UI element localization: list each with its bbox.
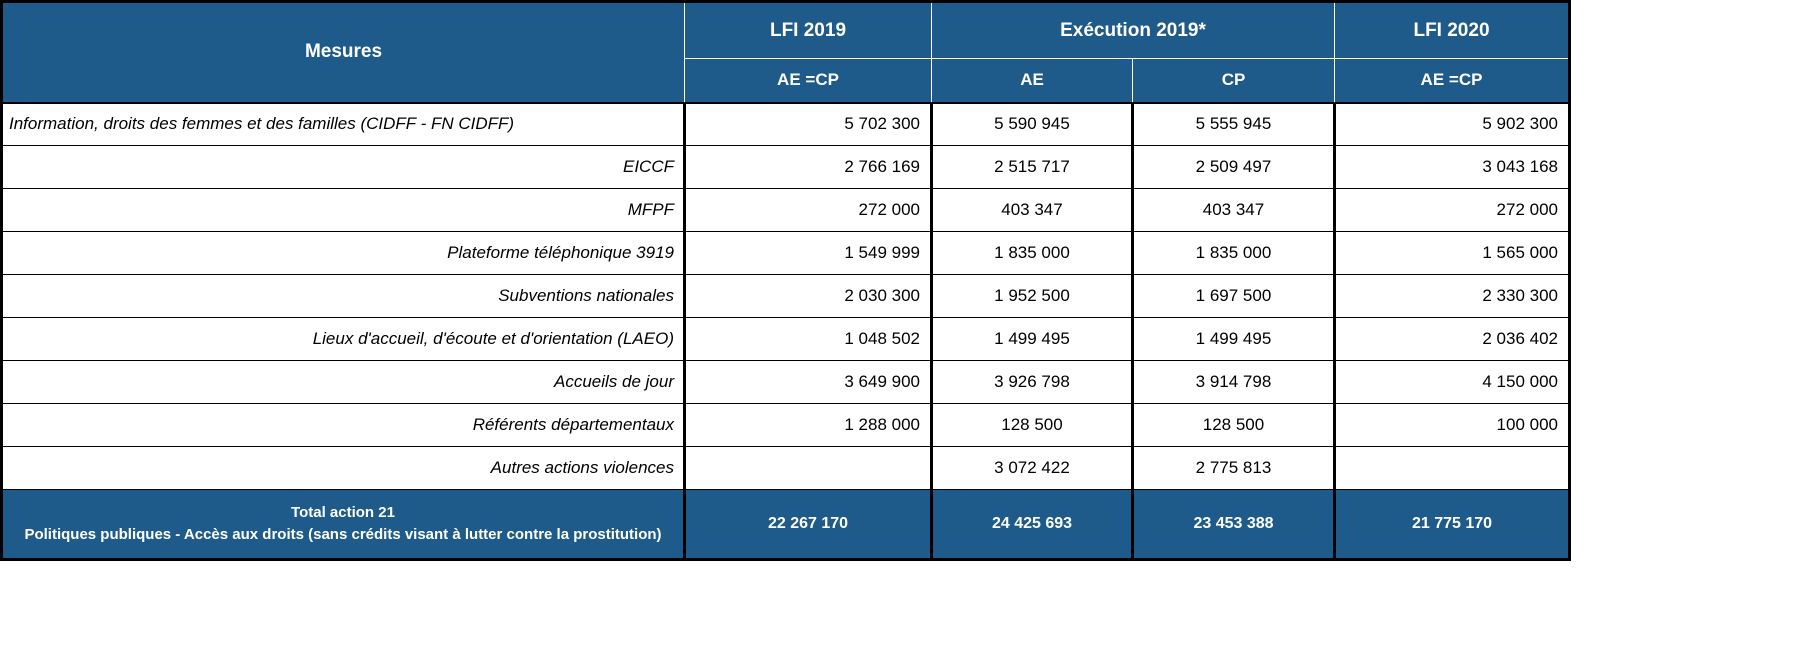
lfi-2020-value: 2 330 300 (1333, 274, 1570, 318)
execution-ae-value: 128 500 (930, 403, 1133, 447)
header-execution-2019: Exécution 2019* (931, 1, 1335, 59)
total-label-line2: Politiques publiques - Accès aux droits … (24, 526, 662, 543)
table-row: Accueils de jour 3 649 900 3 926 798 3 9… (1, 360, 1570, 404)
lfi-2020-value (1333, 446, 1570, 490)
total-row: Total action 21 Politiques publiques - A… (1, 489, 1570, 560)
measure-cell: Accueils de jour (1, 360, 685, 404)
execution-cp-value: 128 500 (1131, 403, 1335, 447)
execution-ae-value: 1 835 000 (930, 231, 1133, 275)
execution-cp-value: 2 775 813 (1131, 446, 1335, 490)
execution-ae-value: 1 952 500 (930, 274, 1133, 318)
total-lfi-2020-value: 21 775 170 (1333, 489, 1570, 560)
subheader-execution-cp: CP (1132, 58, 1335, 104)
lfi-2019-value: 1 048 502 (683, 317, 932, 361)
lfi-2020-value: 3 043 168 (1333, 145, 1570, 189)
lfi-2020-value: 5 902 300 (1333, 102, 1570, 146)
lfi-2020-value: 2 036 402 (1333, 317, 1570, 361)
measure-cell: Référents départementaux (1, 403, 685, 447)
header-lfi-2019: LFI 2019 (684, 1, 932, 59)
lfi-2019-value (683, 446, 932, 490)
table-row: Plateforme téléphonique 3919 1 549 999 1… (1, 231, 1570, 275)
execution-ae-value: 3 926 798 (930, 360, 1133, 404)
lfi-2019-value: 272 000 (683, 188, 932, 232)
execution-cp-value: 3 914 798 (1131, 360, 1335, 404)
measure-cell: Subventions nationales (1, 274, 685, 318)
lfi-2019-value: 5 702 300 (683, 102, 932, 146)
lfi-2019-value: 2 766 169 (683, 145, 932, 189)
subheader-lfi-2020-ae-cp: AE =CP (1334, 58, 1570, 104)
measure-cell: Plateforme téléphonique 3919 (1, 231, 685, 275)
header-mesures: Mesures (1, 1, 685, 104)
table-row: Subventions nationales 2 030 300 1 952 5… (1, 274, 1570, 318)
total-label-line1: Total action 21 (291, 503, 395, 521)
execution-cp-value: 1 835 000 (1131, 231, 1335, 275)
execution-cp-value: 1 499 495 (1131, 317, 1335, 361)
execution-cp-value: 403 347 (1131, 188, 1335, 232)
lfi-2020-value: 100 000 (1333, 403, 1570, 447)
lfi-2019-value: 1 288 000 (683, 403, 932, 447)
measure-cell: MFPF (1, 188, 685, 232)
lfi-2020-value: 1 565 000 (1333, 231, 1570, 275)
lfi-2019-value: 1 549 999 (683, 231, 932, 275)
execution-cp-value: 5 555 945 (1131, 102, 1335, 146)
table-row: MFPF 272 000 403 347 403 347 272 000 (1, 188, 1570, 232)
total-label-cell: Total action 21 Politiques publiques - A… (1, 489, 685, 560)
measure-cell: EICCF (1, 145, 685, 189)
table-row: EICCF 2 766 169 2 515 717 2 509 497 3 04… (1, 145, 1570, 189)
total-execution-cp-value: 23 453 388 (1131, 489, 1335, 560)
header-lfi-2020: LFI 2020 (1334, 1, 1570, 59)
total-execution-ae-value: 24 425 693 (930, 489, 1133, 560)
measure-cell: Autres actions violences (1, 446, 685, 490)
lfi-2019-value: 3 649 900 (683, 360, 932, 404)
lfi-2020-value: 4 150 000 (1333, 360, 1570, 404)
table-row: Autres actions violences 3 072 422 2 775… (1, 446, 1570, 490)
table-footer: Total action 21 Politiques publiques - A… (1, 489, 1570, 560)
execution-cp-value: 2 509 497 (1131, 145, 1335, 189)
table-row: Lieux d'accueil, d'écoute et d'orientati… (1, 317, 1570, 361)
total-lfi-2019-value: 22 267 170 (683, 489, 932, 560)
budget-table: Mesures LFI 2019 Exécution 2019* LFI 202… (0, 0, 1571, 561)
table-header: Mesures LFI 2019 Exécution 2019* LFI 202… (1, 1, 1570, 104)
execution-ae-value: 1 499 495 (930, 317, 1133, 361)
execution-ae-value: 3 072 422 (930, 446, 1133, 490)
table-body: Information, droits des femmes et des fa… (1, 102, 1570, 490)
execution-ae-value: 403 347 (930, 188, 1133, 232)
measure-cell: Information, droits des femmes et des fa… (1, 102, 685, 146)
lfi-2020-value: 272 000 (1333, 188, 1570, 232)
execution-ae-value: 5 590 945 (930, 102, 1133, 146)
execution-cp-value: 1 697 500 (1131, 274, 1335, 318)
lfi-2019-value: 2 030 300 (683, 274, 932, 318)
measure-cell: Lieux d'accueil, d'écoute et d'orientati… (1, 317, 685, 361)
subheader-lfi-2019-ae-cp: AE =CP (684, 58, 932, 104)
table-row: Référents départementaux 1 288 000 128 5… (1, 403, 1570, 447)
table-row: Information, droits des femmes et des fa… (1, 102, 1570, 146)
execution-ae-value: 2 515 717 (930, 145, 1133, 189)
subheader-execution-ae: AE (931, 58, 1133, 104)
